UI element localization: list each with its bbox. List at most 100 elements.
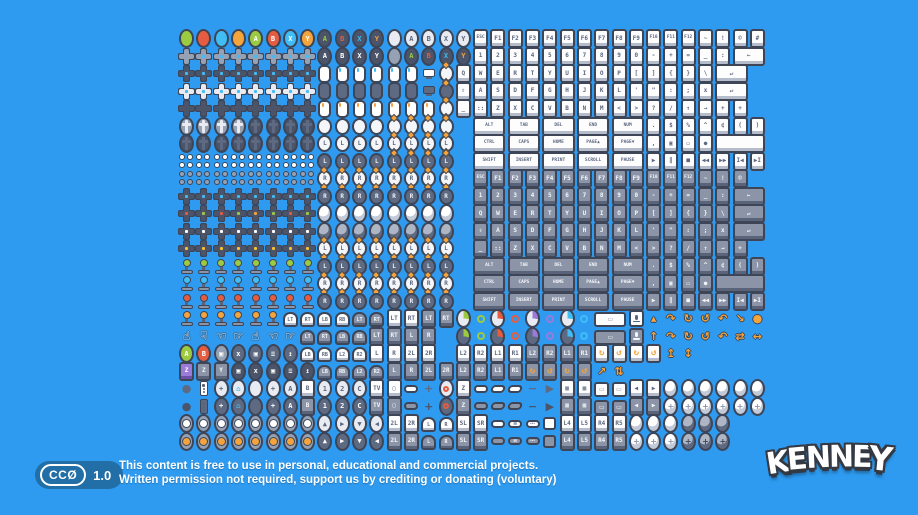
- keyboard-key-sprite: F11: [663, 29, 679, 48]
- keyboard-key-dark-sprite: %: [680, 256, 696, 276]
- cc0-badge: CCØ 1.0: [35, 461, 124, 489]
- keyboard-key-dark-sprite: ¢: [715, 256, 731, 276]
- keyboard-key-dark-sprite: PRINT: [542, 291, 575, 311]
- dpad-sprite: [179, 101, 194, 116]
- monitor-sprite: [421, 84, 436, 99]
- keyboard-key-sprite: P: [611, 64, 627, 83]
- keyboard-key-dark-sprite: U: [576, 204, 592, 223]
- keyboard-key-sprite: G: [542, 81, 558, 101]
- keyboard-key-sprite: +: [663, 46, 679, 66]
- dpad-sprite: [265, 66, 281, 81]
- gamepad-face-button-sprite: [248, 396, 264, 416]
- keyboard-key-dark-sprite: O: [611, 204, 627, 223]
- keyboard-key-dark-sprite: Y: [559, 204, 575, 223]
- dpad-sprite: [300, 83, 316, 99]
- keyboard-key-dark-sprite: _: [698, 186, 713, 206]
- analog-stick-sprite: R: [421, 292, 437, 310]
- pill-button-sprite: [473, 399, 488, 414]
- keyboard-key-dark-sprite: ': [646, 221, 662, 241]
- trackball-sprite: +: [663, 431, 679, 451]
- keyboard-key-sprite: ': [628, 81, 644, 101]
- keyboard-key-sprite: %: [680, 116, 696, 136]
- keyboard-key-dark-sprite: ▭: [680, 274, 696, 293]
- keyboard-key-sprite: L1: [490, 344, 506, 363]
- gesture-arrow-sprite: ↻: [683, 329, 693, 343]
- keyboard-key-sprite: +: [732, 99, 748, 118]
- keyboard-key-dark-sprite: F7: [594, 169, 610, 188]
- arcade-stick-sprite: [231, 276, 246, 291]
- keyboard-key-dark-sprite: R4: [594, 431, 610, 451]
- gesture-arrow-sprite: ⇄: [735, 329, 745, 343]
- analog-stick-sprite: R: [317, 292, 333, 310]
- keyboard-key-dark-sprite: 7: [576, 186, 592, 206]
- license-line-1: This content is free to use in personal,…: [119, 460, 539, 472]
- keyboard-key-dark-sprite: ▶I: [749, 291, 765, 311]
- dpad-sprite: [230, 223, 246, 239]
- keyboard-key-sprite: ©: [732, 29, 748, 48]
- gamepad-face-button-sprite: Y: [455, 29, 471, 48]
- keyboard-key-sprite: <: [611, 99, 627, 118]
- mouse-sprite: [404, 82, 419, 100]
- keyboard-key-dark-sprite: ": [663, 221, 679, 241]
- analog-stick-sprite: R: [403, 170, 419, 187]
- dpad-sprite: [248, 241, 264, 256]
- microphone-sprite: [628, 327, 644, 345]
- dpad-sprite: [248, 101, 264, 116]
- square-button-sprite: [542, 434, 557, 449]
- keyboard-key-dark-sprite: F11: [663, 169, 679, 188]
- dpad-sprite: [248, 66, 264, 81]
- keyboard-key-dark-sprite: 8: [594, 186, 610, 206]
- shoulder-button-sprite: LB: [317, 311, 333, 327]
- gamepad-face-button-sprite: ↥: [300, 361, 316, 381]
- keyboard-key-sprite: T: [525, 64, 540, 83]
- keyboard-key-dark-sprite: .: [646, 256, 662, 276]
- keyboard-key-dark-sprite: {: [680, 204, 696, 223]
- hand-cursor-sprite: ☟: [200, 329, 208, 343]
- dpad-sprite: [300, 101, 316, 116]
- dpad-sprite: [179, 223, 194, 239]
- keyboard-key-sprite: ▶: [646, 151, 662, 171]
- gamepad-face-button-sprite: A: [282, 379, 298, 398]
- gamepad-face-button-sprite: B: [421, 46, 437, 66]
- trackball-sprite: +: [715, 431, 731, 451]
- gamepad-face-button-sprite: ▶: [334, 431, 350, 451]
- keyboard-key-dark-sprite: TV: [369, 396, 385, 416]
- keyboard-key-dark-sprite: L1: [490, 361, 506, 381]
- logo-letter: E: [785, 441, 808, 478]
- keyboard-key-sprite: -: [646, 46, 662, 66]
- keyboard-key-dark-sprite: L4: [559, 431, 575, 451]
- keyboard-key-sprite: PAUSE: [611, 151, 644, 171]
- keyboard-key-sprite: SR: [473, 414, 489, 433]
- keyboard-key-sprite: R: [386, 344, 402, 363]
- analog-stick-sprite: L: [334, 135, 350, 152]
- keyboard-key-sprite: DEL: [542, 116, 575, 136]
- keyboard-key-sprite: ▦: [559, 379, 575, 398]
- keyboard-key-dark-sprite: -: [646, 186, 662, 206]
- keyboard-key-dark-sprite: RT: [438, 309, 454, 328]
- keyboard-key-dark-sprite: R5: [611, 431, 627, 451]
- keyboard-key-sprite: F3: [525, 29, 540, 48]
- gamepad-face-button-sprite: ▣: [265, 361, 281, 381]
- keyboard-key-sprite: B: [300, 379, 316, 398]
- keyboard-key-dark-sprite: ⇧: [473, 221, 489, 241]
- mouse-sprite: [335, 99, 350, 118]
- keyboard-key-dark-sprite: I: [594, 204, 610, 223]
- keyboard-key-dark-sprite: E: [507, 204, 523, 223]
- keyboard-key-dark-sprite: !: [715, 169, 731, 188]
- keyboard-key-dark-sprite: CAPS: [507, 274, 540, 293]
- keyboard-key-dark-sprite: N: [594, 239, 610, 258]
- empty-cell: [439, 329, 454, 344]
- keyboard-key-sprite: ": [646, 81, 662, 101]
- trackball-sprite: [732, 379, 748, 398]
- analog-stick-sprite: L: [438, 240, 454, 257]
- license-text: This content is free to use in personal,…: [119, 460, 556, 487]
- keyboard-key-sprite: 2L: [403, 344, 419, 363]
- keyboard-key-dark-sprite: ©: [732, 169, 748, 188]
- analog-stick-sprite: R: [438, 275, 454, 292]
- microphone-sprite: [628, 310, 644, 327]
- keyboard-key-sprite: ]: [646, 64, 662, 83]
- keyboard-key-sprite: C: [525, 99, 540, 118]
- arcade-stick-sprite: [248, 276, 263, 291]
- button-cluster-sprite: [300, 153, 315, 169]
- dpad-sprite: [282, 241, 298, 256]
